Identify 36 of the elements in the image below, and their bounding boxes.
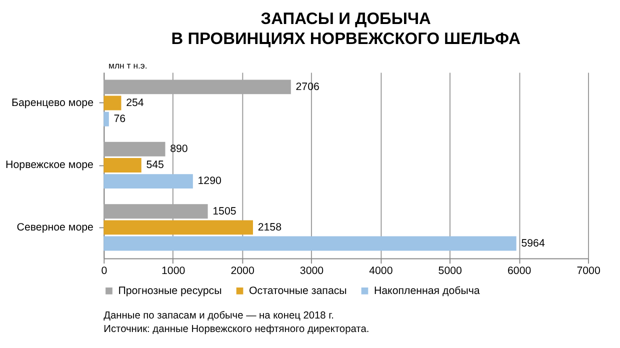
bar: [104, 220, 253, 235]
bar: [104, 80, 291, 94]
bar: [104, 142, 166, 156]
bar: [104, 112, 109, 126]
bar: [104, 236, 516, 251]
y-tick-label: Баренцево море: [12, 96, 94, 109]
x-tick-label: 1000: [162, 265, 186, 278]
legend-label: Накопленная добыча: [374, 284, 480, 297]
chart-title: ЗАПАСЫ И ДОБЫЧА В ПРОВИНЦИЯХ НОРВЕЖСКОГО ШЕЛЬФА: [171, 10, 521, 48]
data-label: 1505: [212, 205, 236, 218]
x-tick-label: 0: [101, 265, 108, 278]
x-tick-label: 3000: [300, 265, 324, 278]
bar: [104, 96, 122, 110]
data-label: 2706: [296, 80, 320, 93]
bar: [104, 158, 142, 172]
data-label: 545: [146, 159, 164, 172]
y-tick-label: Северное море: [16, 221, 94, 234]
data-label: 890: [170, 143, 188, 156]
x-tick-label: 6000: [507, 265, 532, 278]
bar: [104, 174, 193, 189]
y-tick-label: Норвежское море: [6, 159, 94, 172]
data-label: 5964: [521, 237, 545, 250]
text: Данные по запасам и добыче — на конец 2018 г.: [104, 310, 334, 322]
text: Источник: данные Норвежского нефтяного директората.: [104, 324, 370, 335]
data-label: 254: [126, 96, 144, 109]
bar: [104, 204, 208, 219]
x-tick-label: 5000: [438, 265, 462, 278]
legend-label: Остаточные запасы: [248, 284, 347, 297]
x-tick-label: 2000: [230, 265, 254, 278]
x-tick-label: 4000: [369, 265, 393, 278]
data-label: 2158: [258, 221, 282, 234]
data-label: 1290: [198, 175, 222, 188]
x-tick-label: 7000: [576, 265, 600, 278]
legend-label: Прогнозные ресурсы: [118, 284, 222, 297]
data-label: 76: [114, 113, 126, 126]
x-axis-title: млн т н.э.: [108, 60, 148, 70]
